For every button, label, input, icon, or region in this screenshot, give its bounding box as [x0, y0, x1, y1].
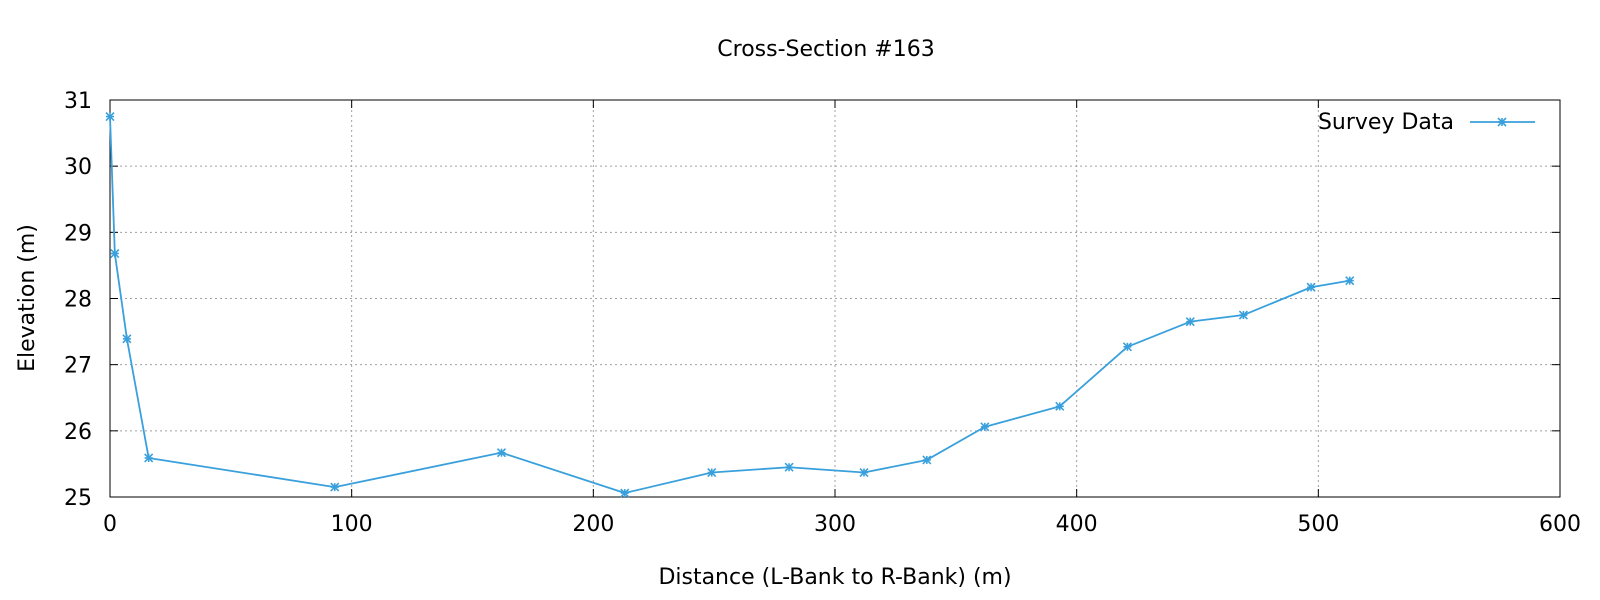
data-point: [105, 111, 115, 122]
axis-ticks: 0 100 200 300 400 500 600 25 26 27 28 29 30 31: [64, 89, 1581, 537]
y-tick-label: 28: [64, 288, 92, 313]
chart-title: Cross-Section #163: [717, 37, 934, 62]
data-point: [707, 467, 717, 478]
y-tick-label: 26: [64, 420, 92, 445]
legend-marker-point: [1497, 117, 1507, 127]
y-tick-label: 29: [64, 221, 92, 246]
y-tick-label: 31: [64, 89, 92, 114]
legend-label-survey-data: Survey Data: [1318, 110, 1454, 135]
data-point: [122, 334, 132, 344]
legend-marker: [1497, 117, 1507, 127]
data-point: [144, 453, 154, 463]
data-point: [1122, 342, 1132, 352]
data-point: [784, 462, 794, 472]
data-point: [1185, 317, 1195, 327]
x-tick-label: 100: [331, 512, 373, 537]
data-point: [1238, 310, 1248, 320]
grid: [110, 100, 1560, 497]
data-point: [496, 448, 507, 458]
x-axis-label: Distance (L-Bank to R-Bank) (m): [658, 565, 1011, 590]
series-line-survey-data: [109, 116, 1350, 494]
data-point: [922, 455, 932, 465]
data-point: [1055, 401, 1065, 411]
x-tick-label: 600: [1539, 512, 1581, 537]
data-point: [1345, 276, 1355, 286]
data-point: [1306, 282, 1316, 292]
data-point: [330, 482, 340, 492]
data-point: [980, 422, 990, 432]
data-point: [859, 467, 869, 478]
data-layer: [105, 111, 1355, 498]
x-tick-label: 0: [103, 512, 117, 537]
legend: Survey Data: [1318, 110, 1535, 135]
y-tick-label: 30: [64, 155, 92, 180]
data-point: [620, 488, 630, 498]
x-tick-label: 400: [1056, 512, 1098, 537]
y-axis-label: Elevation (m): [15, 224, 40, 372]
x-tick-label: 200: [572, 512, 614, 537]
x-tick-label: 300: [814, 512, 856, 537]
x-tick-label: 500: [1297, 512, 1339, 537]
y-tick-label: 25: [64, 486, 92, 511]
data-point: [110, 248, 120, 259]
y-tick-label: 27: [64, 354, 92, 379]
